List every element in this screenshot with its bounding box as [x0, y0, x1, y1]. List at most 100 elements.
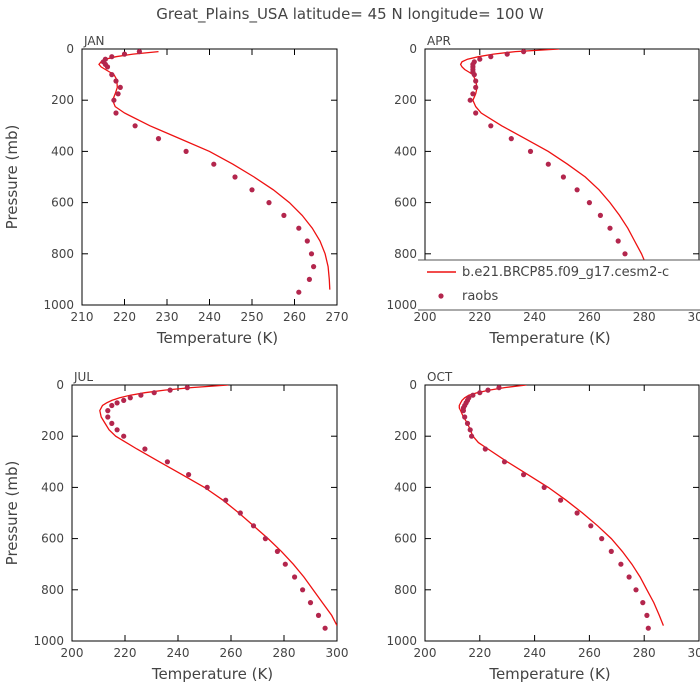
y-tick-label: 0 — [56, 378, 64, 392]
raobs-point — [504, 51, 510, 57]
raobs-point — [473, 110, 479, 116]
plot-frame — [71, 384, 338, 642]
raobs-point — [105, 408, 111, 414]
x-tick-label: 240 — [167, 646, 190, 660]
raobs-point — [597, 212, 604, 218]
raobs-point — [527, 148, 534, 154]
raobs-point — [184, 385, 190, 391]
panel-jul: 200 220 240 260 280 300 0 200 400 600 800 1000 JUL Te… — [3, 370, 348, 683]
raobs-point — [109, 402, 115, 409]
x-tick-label: 200 — [414, 646, 437, 660]
raobs-point — [127, 395, 133, 401]
x-tick-label: 200 — [61, 646, 84, 660]
raobs-point — [296, 289, 302, 295]
panel-label: JAN — [83, 34, 105, 48]
raobs-point — [558, 497, 564, 503]
raobs-point — [104, 64, 111, 70]
raobs-point — [508, 136, 514, 142]
y-tick-label: 800 — [41, 583, 64, 597]
raobs-point — [121, 397, 127, 403]
y-tick-label: 1000 — [386, 298, 417, 312]
raobs-point — [296, 225, 302, 231]
y-axis-label: Pressure (mb) — [3, 125, 21, 230]
panel-label: JUL — [73, 370, 93, 384]
x-tick-label: 260 — [578, 646, 601, 660]
x-tick-label: 250 — [241, 310, 264, 324]
x-tick-label: 260 — [220, 646, 243, 660]
y-tick-label: 400 — [41, 480, 64, 494]
x-tick-label: 220 — [468, 646, 491, 660]
raobs-point — [223, 497, 229, 503]
x-tick-label: 300 — [326, 646, 349, 660]
model-series-line — [459, 49, 655, 290]
raobs-point — [109, 54, 115, 60]
raobs-point — [645, 625, 651, 631]
y-tick-label: 0 — [409, 378, 417, 392]
raobs-point — [644, 612, 650, 619]
y-tick-label: 200 — [41, 429, 64, 443]
raobs-point — [322, 625, 328, 631]
raobs-point — [471, 72, 477, 78]
x-axis-label: Temperature (K) — [488, 329, 610, 347]
raobs-point — [626, 574, 632, 580]
raobs-point — [640, 600, 646, 606]
raobs-point — [109, 72, 115, 78]
raobs-point — [586, 200, 593, 206]
raobs-point — [111, 97, 117, 103]
y-tick-label: 400 — [394, 144, 417, 158]
y-tick-label: 200 — [51, 93, 74, 107]
raobs-point — [115, 91, 121, 97]
y-tick-label: 600 — [51, 196, 74, 210]
x-axis-label: Temperature (K) — [156, 329, 278, 347]
y-tick-label: 200 — [394, 93, 417, 107]
raobs-point — [282, 561, 288, 567]
x-tick-label: 220 — [468, 310, 491, 324]
raobs-point — [249, 187, 255, 193]
raobs-point — [121, 51, 128, 57]
raobs-point — [250, 523, 257, 529]
raobs-point — [496, 385, 502, 391]
x-tick-label: 240 — [198, 310, 221, 324]
x-tick-label: 230 — [156, 310, 179, 324]
raobs-point — [615, 238, 621, 244]
model-series-line — [458, 385, 665, 626]
raobs-point — [300, 587, 306, 593]
raobs-point — [608, 548, 614, 555]
y-tick-label: 800 — [394, 583, 417, 597]
raobs-point — [588, 523, 594, 529]
y-tick-label: 200 — [394, 429, 417, 443]
raobs-point — [138, 392, 144, 398]
raobs-point — [488, 123, 494, 129]
raobs-point — [464, 420, 471, 426]
raobs-point — [164, 459, 170, 465]
y-tick-label: 600 — [394, 532, 417, 546]
raobs-point — [482, 446, 488, 452]
raobs-point — [618, 561, 624, 567]
raobs-point — [473, 84, 479, 90]
raobs-point — [467, 97, 473, 103]
raobs-point — [307, 600, 314, 606]
panel-label: APR — [427, 34, 451, 48]
raobs-point — [485, 387, 491, 393]
raobs-point — [105, 414, 111, 420]
y-tick-label: 400 — [394, 480, 417, 494]
legend-background — [418, 260, 700, 310]
x-tick-label: 200 — [414, 310, 437, 324]
y-tick-label: 400 — [51, 144, 74, 158]
panels: 210 220 230 240 250 260 270 0 200 400 600 800 1000 JA… — [3, 34, 700, 683]
raobs-point — [462, 414, 468, 420]
raobs-point — [574, 187, 580, 193]
y-tick-label: 0 — [66, 42, 74, 56]
raobs-point — [473, 78, 479, 84]
raobs-point — [574, 510, 580, 516]
raobs-point — [262, 536, 268, 542]
raobs-point — [113, 78, 119, 84]
raobs-point — [607, 225, 613, 231]
x-tick-label: 210 — [71, 310, 94, 324]
raobs-point — [113, 110, 119, 116]
raobs-point — [541, 484, 547, 490]
plot-frame — [424, 384, 700, 642]
raobs-point — [306, 276, 312, 282]
y-axis-label: Pressure (mb) — [3, 461, 21, 566]
